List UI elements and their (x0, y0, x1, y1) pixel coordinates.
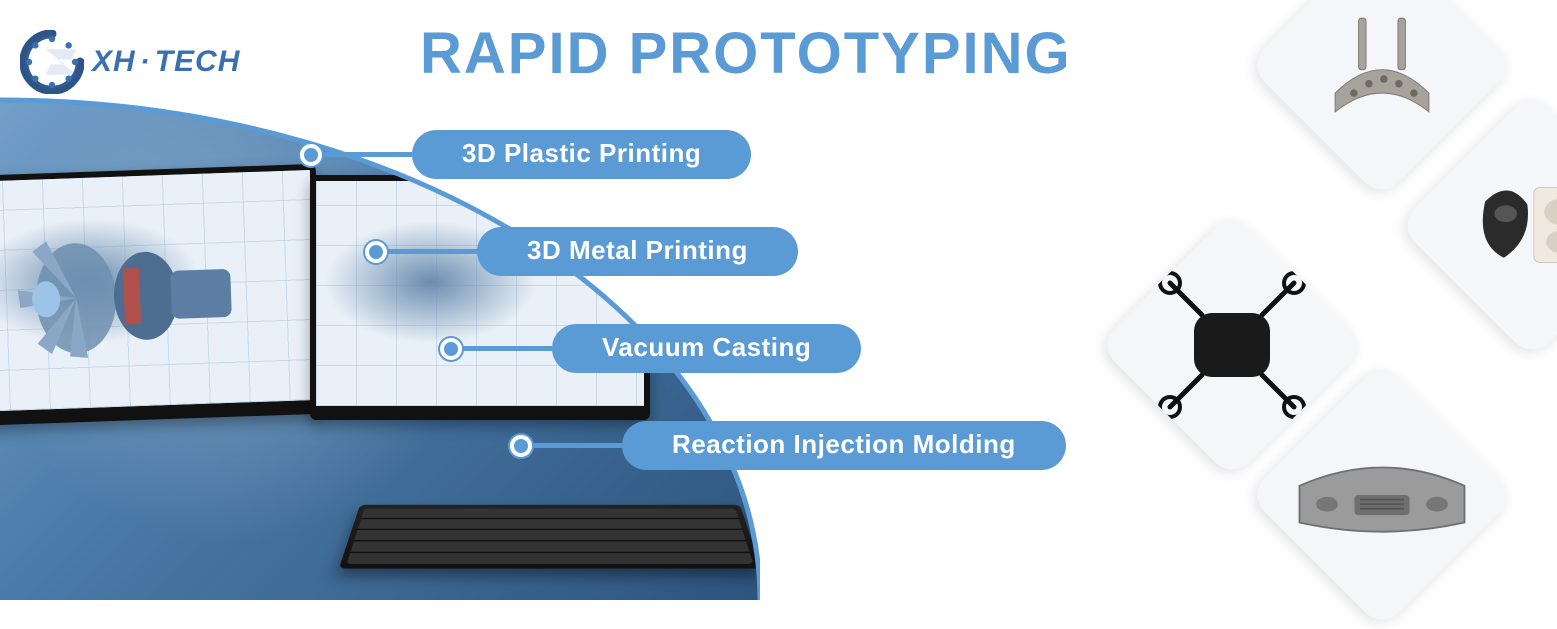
logo-separator: · (140, 45, 151, 79)
service-item: 3D Plastic Printing (300, 130, 1000, 179)
bullet-dot-icon (365, 241, 387, 263)
mold-icon (1457, 150, 1557, 300)
service-pill: Reaction Injection Molding (622, 421, 1066, 470)
service-item: Reaction Injection Molding (510, 421, 1000, 470)
metal-bracket-icon (1307, 0, 1457, 140)
logo-text-right: TECH (155, 45, 241, 79)
product-tile-grid (1067, 0, 1527, 600)
product-tile-metal-print (1248, 0, 1517, 199)
connector-line (532, 443, 622, 448)
product-tile-vacuum-cast (1398, 91, 1557, 360)
services-list: 3D Plastic Printing 3D Metal Printing Va… (300, 130, 1000, 518)
service-pill: Vacuum Casting (552, 324, 861, 373)
connector-line (462, 346, 552, 351)
bullet-dot-icon (440, 338, 462, 360)
monitor-screen (0, 170, 318, 412)
logo-text-left: XH (92, 45, 136, 79)
company-logo: XH · TECH (20, 30, 240, 94)
service-pill: 3D Plastic Printing (412, 130, 751, 179)
product-tile-bumper (1248, 361, 1517, 629)
car-bumper-icon (1287, 440, 1477, 550)
logo-text: XH · TECH (92, 45, 240, 79)
connector-line (322, 152, 412, 157)
bullet-dot-icon (510, 435, 532, 457)
service-pill: 3D Metal Printing (477, 227, 798, 276)
service-item: 3D Metal Printing (365, 227, 1000, 276)
drone-frame-icon (1152, 265, 1312, 425)
product-tile-drone-frame (1098, 211, 1367, 480)
page-title: RAPID PROTOTYPING (420, 20, 1072, 87)
bearing-logo-icon (20, 30, 84, 94)
connector-line (387, 249, 477, 254)
service-item: Vacuum Casting (440, 324, 1000, 373)
turbine-render-icon (4, 222, 249, 370)
cad-monitor-left (0, 164, 324, 426)
bullet-dot-icon (300, 144, 322, 166)
